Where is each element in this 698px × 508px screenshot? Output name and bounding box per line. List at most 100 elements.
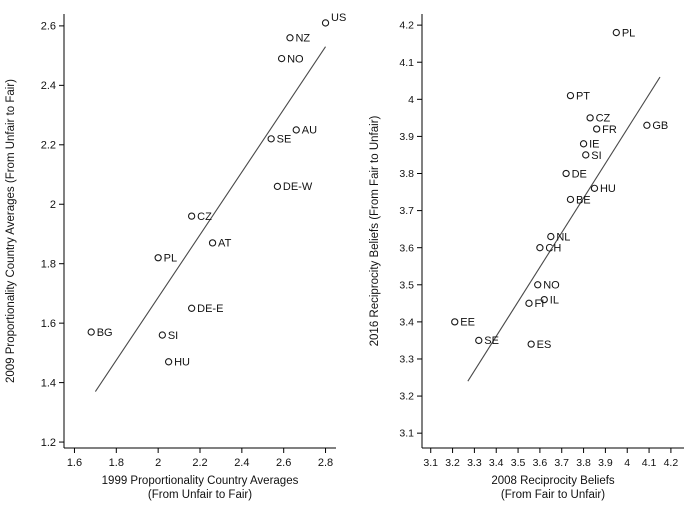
data-point-HU — [164, 358, 173, 366]
y-tick-label: 2.4 — [41, 80, 56, 92]
point-label-AU: AU — [302, 125, 317, 137]
data-point-CZ — [586, 114, 594, 122]
point-label-CZ: CZ — [197, 211, 212, 223]
point-label-AT: AT — [218, 238, 232, 250]
point-label-DE: DE — [572, 168, 587, 180]
data-point-US — [321, 19, 330, 27]
x-tick-label: 3.8 — [576, 457, 591, 469]
data-point-FR — [593, 125, 601, 133]
fit-line — [467, 76, 661, 382]
y-tick-label: 1.8 — [41, 258, 56, 270]
point-label-SE: SE — [277, 134, 292, 146]
y-axis-title: 2009 Proportionality Country Averages (F… — [5, 79, 17, 383]
data-point-DE — [562, 169, 570, 178]
point-label-BE: BE — [576, 194, 591, 206]
point-label-CH: CH — [545, 242, 561, 254]
point-label-GB: GB — [652, 120, 668, 132]
point-label-FI: FI — [534, 298, 544, 310]
y-tick-label: 2 — [50, 199, 56, 211]
point-label-NL: NL — [556, 231, 570, 243]
point-label-HU: HU — [600, 183, 616, 195]
x-tick-label: 3.1 — [423, 457, 438, 469]
data-point-IE — [579, 140, 588, 148]
data-point-NO — [277, 54, 286, 63]
data-point-DE-E — [187, 304, 196, 312]
data-point-PT — [566, 91, 575, 100]
y-tick-label: 3.9 — [399, 131, 414, 143]
y-tick-label: 4.2 — [399, 20, 414, 32]
data-point-AT — [208, 239, 217, 247]
data-point-NZ — [286, 34, 294, 42]
x-tick-label: 3.3 — [467, 457, 482, 469]
y-tick-label: 3.6 — [399, 242, 414, 254]
x-tick-label: 3.7 — [554, 457, 569, 469]
point-label-SE: SE — [484, 335, 499, 347]
data-point-DE-W — [273, 182, 282, 191]
point-label-HU: HU — [174, 357, 190, 369]
x-tick-label: 2.6 — [276, 457, 291, 469]
y-tick-label: 2.6 — [41, 21, 56, 33]
y-tick-label: 3.3 — [399, 354, 414, 366]
y-tick-label: 1.6 — [41, 318, 56, 330]
data-point-CZ — [187, 212, 196, 220]
point-label-US: US — [331, 12, 346, 24]
x-tick-label: 4.2 — [664, 457, 679, 469]
y-tick-label: 4 — [408, 94, 414, 106]
y-tick-label: 3.5 — [399, 279, 414, 291]
x-tick-label: 2 — [155, 457, 161, 469]
data-point-SI — [582, 151, 590, 159]
point-label-BG: BG — [97, 327, 113, 339]
point-label-DE-W: DE-W — [283, 181, 313, 193]
point-label-PL: PL — [622, 27, 635, 39]
y-tick-label: 3.4 — [399, 316, 414, 328]
point-label-SI: SI — [168, 330, 178, 342]
y-tick-label: 2.2 — [41, 140, 56, 152]
data-point-BE — [566, 195, 575, 204]
data-point-NO — [534, 281, 542, 289]
point-label-CZ: CZ — [596, 113, 611, 125]
point-label-IE: IE — [589, 139, 599, 151]
scatter-reciprocity-chart: 3.1 3.2 3.3 3.4 3.5 3.6 3.7 3.8 3.9 4 4.1 4.2 3.1 3.2… — [369, 14, 684, 501]
data-point-SE — [475, 336, 483, 345]
data-point-PL — [154, 254, 162, 262]
x-axis-title-line-1: 2008 Reciprocity Beliefs — [491, 475, 615, 487]
point-label-NO: NO — [287, 53, 304, 65]
data-point-GB — [643, 121, 651, 129]
data-point-EE — [451, 318, 459, 326]
data-point-AU — [292, 126, 300, 134]
x-tick-label: 1.6 — [67, 457, 82, 469]
data-point-SI — [158, 331, 166, 339]
data-point-IL — [540, 295, 548, 304]
x-tick-label: 3.6 — [533, 457, 548, 469]
y-tick-label: 1.2 — [41, 437, 56, 449]
y-tick-label: 3.1 — [399, 428, 414, 440]
y-tick-label: 3.2 — [399, 391, 414, 403]
x-axis-title-line-2: (From Unfair to Fair) — [148, 489, 252, 501]
x-tick-label: 4.1 — [642, 457, 657, 469]
x-axis-title-line-1: 1999 Proportionality Country Averages — [102, 475, 299, 487]
point-label-PL: PL — [164, 253, 177, 265]
x-tick-label: 3.2 — [445, 457, 460, 469]
x-tick-label: 2.2 — [192, 457, 207, 469]
x-tick-label: 3.4 — [489, 457, 504, 469]
data-point-HU — [590, 184, 599, 192]
data-point-FI — [525, 299, 533, 307]
x-axis-title-line-2: (From Fair to Unfair) — [501, 489, 605, 501]
y-tick-label: 3.8 — [399, 168, 414, 180]
data-point-PL — [612, 28, 620, 37]
x-tick-label: 2.8 — [318, 457, 333, 469]
y-tick-label: 1.4 — [41, 377, 56, 389]
x-tick-label: 1.8 — [109, 457, 124, 469]
data-point-ES — [527, 340, 535, 348]
data-point-BG — [87, 328, 95, 336]
y-tick-label: 3.7 — [399, 205, 414, 217]
point-label-PT: PT — [576, 90, 590, 102]
point-label-NZ: NZ — [295, 33, 310, 45]
data-point-SE — [267, 135, 275, 143]
point-label-FR: FR — [602, 124, 617, 136]
point-label-ES: ES — [537, 339, 552, 351]
x-tick-label: 4 — [624, 457, 630, 469]
data-point-NL — [547, 232, 555, 241]
y-axis-title: 2016 Reciprocity Beliefs (From Fair to U… — [369, 115, 381, 346]
